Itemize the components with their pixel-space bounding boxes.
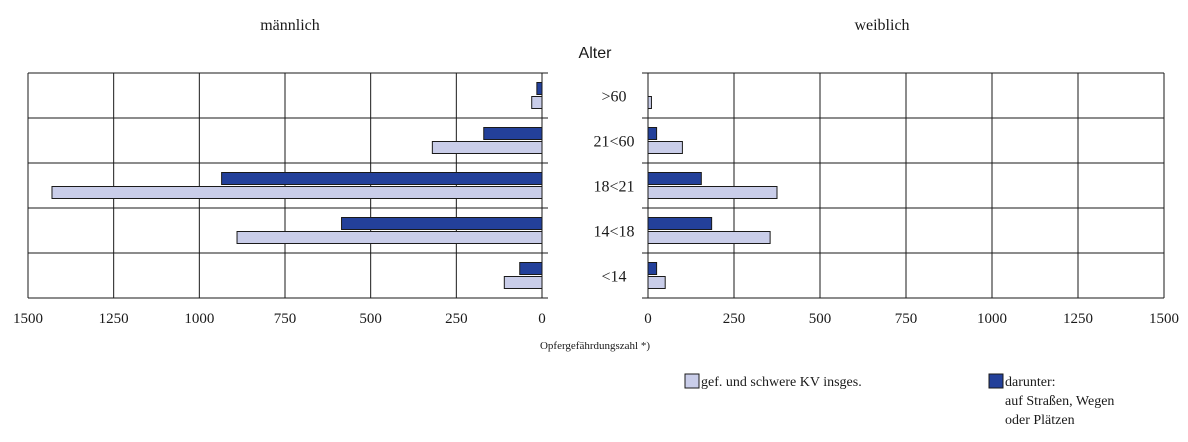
bar-total-male-4 — [503, 276, 543, 289]
x-tick-label: 1250 — [1063, 311, 1093, 327]
x-tick-label: 0 — [644, 311, 652, 327]
x-tick-label: 0 — [538, 311, 546, 327]
x-tick-label: 750 — [274, 311, 297, 327]
bar-total-male-3 — [236, 231, 543, 244]
bar-subset-male-4 — [519, 262, 543, 275]
x-tick-label: 250 — [723, 311, 746, 327]
category-label: <14 — [601, 269, 626, 286]
legend-label-total: gef. und schwere KV insges. — [701, 375, 862, 390]
bar-total-male-1 — [431, 141, 543, 154]
bar-subset-female-4 — [647, 262, 658, 275]
bar-subset-male-1 — [483, 127, 543, 140]
bar-total-female-1 — [647, 141, 683, 154]
x-tick-label: 1500 — [13, 311, 43, 327]
bar-total-female-0 — [647, 96, 652, 109]
legend-label-subset: oder Plätzen — [1005, 413, 1075, 428]
bar-total-male-0 — [531, 96, 543, 109]
bar-total-female-2 — [647, 186, 778, 199]
center-axis-title: Alter — [579, 45, 613, 62]
legend-swatch-subset — [988, 373, 1004, 389]
x-tick-label: 500 — [809, 311, 832, 327]
panel-title: männlich — [260, 17, 320, 34]
category-label: 21<60 — [593, 134, 634, 151]
x-tick-label: 1250 — [99, 311, 129, 327]
x-tick-label: 1500 — [1149, 311, 1179, 327]
bar-subset-female-1 — [647, 127, 658, 140]
bar-subset-male-0 — [536, 82, 543, 95]
x-tick-label: 750 — [895, 311, 918, 327]
legend-label-subset: darunter: — [1005, 375, 1056, 390]
bar-subset-female-2 — [647, 172, 702, 185]
category-label: >60 — [601, 89, 626, 106]
category-label: 18<21 — [593, 179, 634, 196]
legend-label-subset: auf Straßen, Wegen — [1005, 394, 1114, 409]
bar-total-female-3 — [647, 231, 771, 244]
bar-subset-female-3 — [647, 217, 713, 230]
category-label: 14<18 — [593, 224, 634, 241]
panel-title: weiblich — [854, 17, 909, 34]
bar-total-female-4 — [647, 276, 666, 289]
x-tick-label: 1000 — [977, 311, 1007, 327]
legend-swatch-total — [684, 373, 700, 389]
x-tick-label: 250 — [445, 311, 468, 327]
x-tick-label: 500 — [359, 311, 382, 327]
bar-subset-male-2 — [221, 172, 543, 185]
x-tick-label: 1000 — [184, 311, 214, 327]
x-axis-title: Opfergefährdungszahl *) — [540, 340, 650, 352]
bar-total-male-2 — [51, 186, 543, 199]
bar-subset-male-3 — [341, 217, 543, 230]
